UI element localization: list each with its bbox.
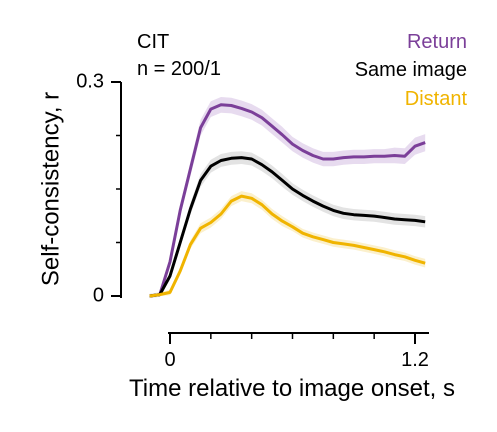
y-tick-label: 0 <box>93 284 104 306</box>
series-line-distant <box>149 194 426 298</box>
series-line-same-image <box>149 156 426 298</box>
x-axis-label: Time relative to image onset, s <box>129 375 455 402</box>
lines-layer <box>149 103 426 298</box>
y-axis-label: Self-consistency, r <box>37 92 64 286</box>
x-ticks: 0 1.2 <box>164 333 429 371</box>
legend-item-same-image: Same image <box>355 59 467 81</box>
legend: Return Same image Distant <box>355 31 468 110</box>
x-tick-label: 0 <box>164 349 175 371</box>
legend-item-return: Return <box>407 31 467 53</box>
annotation-area: CIT <box>137 31 169 53</box>
legend-item-distant: Distant <box>405 88 468 110</box>
y-ticks: 00.3 <box>76 70 121 306</box>
annotation-sample: n = 200/1 <box>137 58 221 80</box>
bands-layer <box>149 97 426 299</box>
y-tick-label: 0.3 <box>76 70 104 92</box>
band-same-image <box>149 151 426 299</box>
band-return <box>149 97 426 299</box>
series-line-return <box>149 103 426 298</box>
x-tick-label: 1.2 <box>401 349 429 371</box>
